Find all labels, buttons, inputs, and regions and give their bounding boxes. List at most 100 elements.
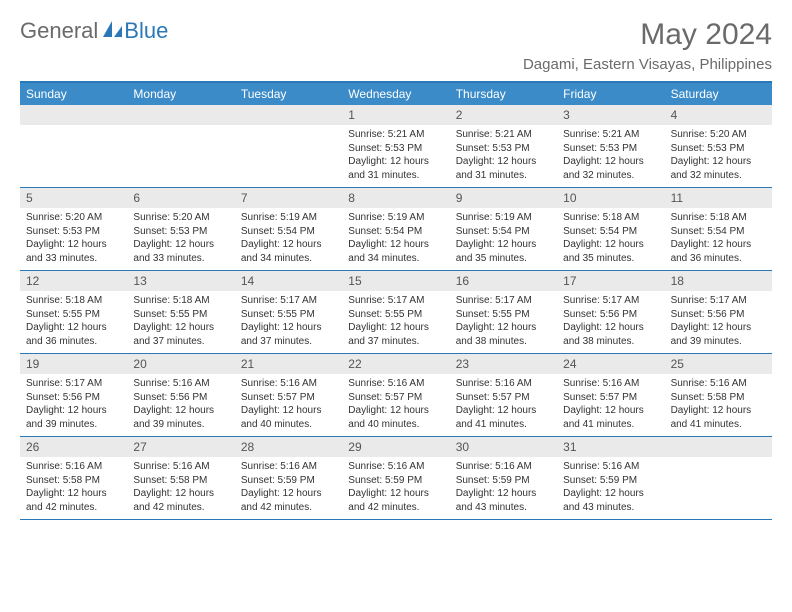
cell-line: Sunset: 5:54 PM — [241, 225, 336, 239]
cell-line: Sunrise: 5:21 AM — [348, 128, 443, 142]
week-row: 26Sunrise: 5:16 AMSunset: 5:58 PMDayligh… — [20, 437, 772, 520]
cell-line: Daylight: 12 hours — [671, 321, 766, 335]
calendar-cell: 21Sunrise: 5:16 AMSunset: 5:57 PMDayligh… — [235, 354, 342, 436]
cell-body: Sunrise: 5:16 AMSunset: 5:58 PMDaylight:… — [665, 374, 772, 435]
cell-line: Sunrise: 5:18 AM — [26, 294, 121, 308]
calendar-cell: 22Sunrise: 5:16 AMSunset: 5:57 PMDayligh… — [342, 354, 449, 436]
cell-line: Sunset: 5:54 PM — [671, 225, 766, 239]
calendar-cell-empty — [127, 105, 234, 187]
cell-body: Sunrise: 5:20 AMSunset: 5:53 PMDaylight:… — [127, 208, 234, 269]
calendar-cell: 27Sunrise: 5:16 AMSunset: 5:58 PMDayligh… — [127, 437, 234, 519]
cell-body: Sunrise: 5:18 AMSunset: 5:54 PMDaylight:… — [557, 208, 664, 269]
cell-body — [127, 125, 234, 181]
cell-body: Sunrise: 5:17 AMSunset: 5:55 PMDaylight:… — [342, 291, 449, 352]
cell-line: Daylight: 12 hours — [671, 404, 766, 418]
cell-line: and 38 minutes. — [563, 335, 658, 349]
cell-line: Daylight: 12 hours — [671, 155, 766, 169]
cell-line: Daylight: 12 hours — [563, 321, 658, 335]
calendar-cell: 8Sunrise: 5:19 AMSunset: 5:54 PMDaylight… — [342, 188, 449, 270]
cell-line: and 31 minutes. — [456, 169, 551, 183]
cell-line: Sunset: 5:58 PM — [26, 474, 121, 488]
cell-line: Daylight: 12 hours — [456, 487, 551, 501]
calendar-cell: 29Sunrise: 5:16 AMSunset: 5:59 PMDayligh… — [342, 437, 449, 519]
cell-body: Sunrise: 5:19 AMSunset: 5:54 PMDaylight:… — [450, 208, 557, 269]
page-header: General Blue May 2024 Dagami, Eastern Vi… — [20, 18, 772, 73]
cell-line: Sunset: 5:53 PM — [456, 142, 551, 156]
cell-line: Sunrise: 5:18 AM — [671, 211, 766, 225]
cell-line: Sunset: 5:53 PM — [348, 142, 443, 156]
day-number: 25 — [665, 354, 772, 374]
calendar-cell: 30Sunrise: 5:16 AMSunset: 5:59 PMDayligh… — [450, 437, 557, 519]
calendar-cell: 16Sunrise: 5:17 AMSunset: 5:55 PMDayligh… — [450, 271, 557, 353]
calendar-cell: 1Sunrise: 5:21 AMSunset: 5:53 PMDaylight… — [342, 105, 449, 187]
cell-line: Sunset: 5:57 PM — [456, 391, 551, 405]
cell-line: Sunset: 5:58 PM — [671, 391, 766, 405]
cell-line: and 42 minutes. — [26, 501, 121, 515]
cell-line: Sunrise: 5:21 AM — [456, 128, 551, 142]
cell-line: Daylight: 12 hours — [241, 321, 336, 335]
cell-line: and 39 minutes. — [26, 418, 121, 432]
cell-line: Sunrise: 5:16 AM — [241, 377, 336, 391]
day-number: 28 — [235, 437, 342, 457]
day-number: 15 — [342, 271, 449, 291]
cell-line: and 34 minutes. — [241, 252, 336, 266]
cell-line: and 37 minutes. — [348, 335, 443, 349]
cell-body — [665, 457, 772, 513]
cell-line: Sunrise: 5:18 AM — [133, 294, 228, 308]
day-number: 2 — [450, 105, 557, 125]
cell-line: Sunset: 5:54 PM — [563, 225, 658, 239]
calendar-cell-empty — [665, 437, 772, 519]
calendar-cell: 18Sunrise: 5:17 AMSunset: 5:56 PMDayligh… — [665, 271, 772, 353]
cell-line: Sunset: 5:58 PM — [133, 474, 228, 488]
cell-line: Daylight: 12 hours — [133, 321, 228, 335]
cell-line: Sunrise: 5:19 AM — [348, 211, 443, 225]
cell-line: Daylight: 12 hours — [133, 487, 228, 501]
title-block: May 2024 Dagami, Eastern Visayas, Philip… — [523, 18, 772, 73]
calendar-cell: 3Sunrise: 5:21 AMSunset: 5:53 PMDaylight… — [557, 105, 664, 187]
cell-line: Daylight: 12 hours — [563, 238, 658, 252]
cell-body: Sunrise: 5:21 AMSunset: 5:53 PMDaylight:… — [450, 125, 557, 186]
cell-line: Sunrise: 5:17 AM — [26, 377, 121, 391]
cell-line: Daylight: 12 hours — [348, 155, 443, 169]
day-headers-row: SundayMondayTuesdayWednesdayThursdayFrid… — [20, 83, 772, 105]
cell-line: Sunrise: 5:16 AM — [348, 377, 443, 391]
cell-line: Sunset: 5:56 PM — [563, 308, 658, 322]
cell-body: Sunrise: 5:16 AMSunset: 5:57 PMDaylight:… — [450, 374, 557, 435]
cell-line: and 43 minutes. — [456, 501, 551, 515]
cell-body: Sunrise: 5:16 AMSunset: 5:59 PMDaylight:… — [450, 457, 557, 518]
day-number: 7 — [235, 188, 342, 208]
day-number: 30 — [450, 437, 557, 457]
calendar-cell: 17Sunrise: 5:17 AMSunset: 5:56 PMDayligh… — [557, 271, 664, 353]
cell-body — [235, 125, 342, 181]
cell-line: Daylight: 12 hours — [241, 404, 336, 418]
cell-body: Sunrise: 5:17 AMSunset: 5:56 PMDaylight:… — [665, 291, 772, 352]
day-number: 20 — [127, 354, 234, 374]
cell-line: Sunset: 5:55 PM — [26, 308, 121, 322]
cell-body: Sunrise: 5:16 AMSunset: 5:59 PMDaylight:… — [235, 457, 342, 518]
cell-line: and 36 minutes. — [26, 335, 121, 349]
day-number: 18 — [665, 271, 772, 291]
cell-body: Sunrise: 5:18 AMSunset: 5:55 PMDaylight:… — [20, 291, 127, 352]
brand-text-blue: Blue — [124, 18, 168, 44]
calendar-cell: 15Sunrise: 5:17 AMSunset: 5:55 PMDayligh… — [342, 271, 449, 353]
cell-line: and 41 minutes. — [563, 418, 658, 432]
cell-line: Sunset: 5:53 PM — [133, 225, 228, 239]
calendar-cell: 4Sunrise: 5:20 AMSunset: 5:53 PMDaylight… — [665, 105, 772, 187]
calendar-cell: 9Sunrise: 5:19 AMSunset: 5:54 PMDaylight… — [450, 188, 557, 270]
cell-line: Sunrise: 5:17 AM — [456, 294, 551, 308]
day-number: 22 — [342, 354, 449, 374]
cell-line: Sunset: 5:53 PM — [26, 225, 121, 239]
cell-line: Daylight: 12 hours — [241, 487, 336, 501]
day-number: 9 — [450, 188, 557, 208]
cell-line: and 35 minutes. — [456, 252, 551, 266]
day-number: 29 — [342, 437, 449, 457]
cell-line: Sunset: 5:57 PM — [348, 391, 443, 405]
day-number: 5 — [20, 188, 127, 208]
cell-line: and 32 minutes. — [563, 169, 658, 183]
calendar-cell: 6Sunrise: 5:20 AMSunset: 5:53 PMDaylight… — [127, 188, 234, 270]
brand-logo: General Blue — [20, 18, 168, 44]
day-header: Wednesday — [342, 83, 449, 105]
cell-line: Sunrise: 5:17 AM — [563, 294, 658, 308]
day-number: 19 — [20, 354, 127, 374]
day-number: 26 — [20, 437, 127, 457]
